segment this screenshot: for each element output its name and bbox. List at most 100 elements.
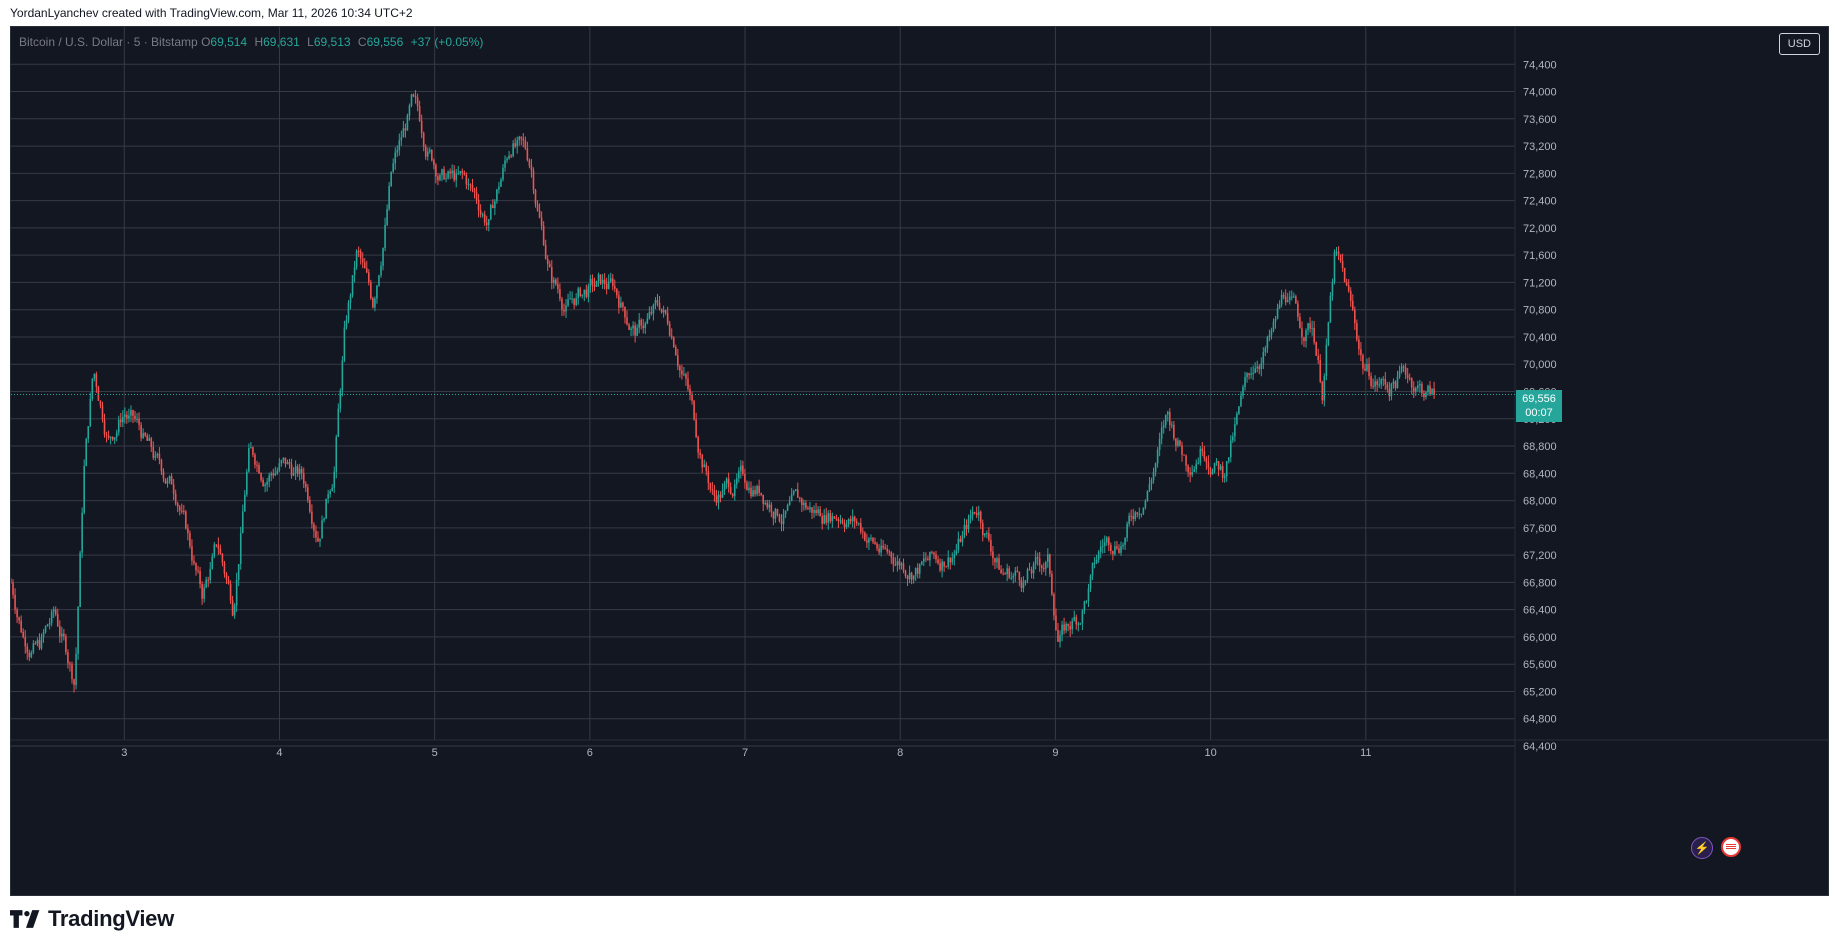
candle-body <box>906 575 909 580</box>
candle-body <box>185 511 187 529</box>
candle-body <box>565 305 567 312</box>
candle-body <box>48 623 51 625</box>
candle <box>847 518 850 528</box>
candle <box>918 563 921 579</box>
candle <box>1093 557 1096 569</box>
candle-body <box>599 274 602 284</box>
candle <box>1311 320 1313 336</box>
candle-body <box>1406 374 1409 379</box>
lightning-icon[interactable]: ⚡ <box>1691 837 1713 859</box>
candle <box>597 272 600 287</box>
candle-body <box>1036 557 1039 559</box>
candle <box>1183 454 1185 456</box>
candle-body <box>65 636 67 653</box>
candle-body <box>882 545 884 548</box>
candle-body <box>536 204 539 211</box>
candle-body <box>1402 366 1405 368</box>
candle-body <box>288 462 291 465</box>
candle-body <box>1238 406 1240 414</box>
candle <box>910 571 913 585</box>
candle <box>912 575 915 584</box>
candle <box>618 290 620 314</box>
candle <box>398 133 401 156</box>
y-tick-label: 72,000 <box>1523 223 1557 235</box>
candle-body <box>168 476 171 481</box>
candle-body <box>1203 451 1206 459</box>
currency-button[interactable]: USD <box>1778 33 1820 55</box>
candle <box>906 574 909 586</box>
candle-body <box>752 490 754 497</box>
us-flag-icon[interactable] <box>1721 837 1741 857</box>
candle-body <box>1063 624 1065 631</box>
candle-body <box>1081 610 1084 624</box>
candle <box>370 279 372 300</box>
candle <box>392 158 395 174</box>
candle <box>768 500 771 513</box>
candle-body <box>296 466 299 475</box>
y-tick-label: 65,200 <box>1523 686 1557 698</box>
candle <box>172 479 175 501</box>
price-chart[interactable]: 64,400 64,800 65,200 65,600 66,000 66,400 66,8… <box>11 27 1829 896</box>
candle <box>1433 381 1435 399</box>
candle <box>150 436 153 452</box>
candle <box>693 399 695 421</box>
candle-body <box>646 318 649 324</box>
candle-body <box>300 468 303 474</box>
candle-body <box>1297 303 1299 317</box>
candle <box>532 167 535 195</box>
candle <box>28 649 31 662</box>
candle-body <box>317 537 319 542</box>
chart-frame[interactable]: 64,400 64,800 65,200 65,600 66,000 66,400 66,8… <box>10 26 1829 896</box>
candle-body <box>422 133 425 147</box>
candle-body <box>1376 381 1378 385</box>
candle <box>1282 292 1285 300</box>
candle <box>1089 574 1092 593</box>
candle-body <box>607 281 610 289</box>
candle-body <box>1169 411 1171 426</box>
candle <box>805 500 807 511</box>
candle <box>882 539 884 550</box>
candle-body <box>1142 507 1145 514</box>
candle <box>1392 378 1395 389</box>
candle-body <box>740 465 742 472</box>
candle-body <box>894 564 897 566</box>
time-axis-labels: 3 4 5 6 7 8 9 10 11 <box>121 747 1371 759</box>
candle-body <box>467 184 470 186</box>
candle <box>1061 620 1063 642</box>
y-tick-label: 66,400 <box>1523 605 1557 617</box>
candle <box>1382 376 1385 387</box>
candle-body <box>947 557 950 567</box>
candle <box>898 558 901 570</box>
legend-change: +37 (+0.05%) <box>410 35 484 49</box>
candle <box>648 306 651 320</box>
candle <box>313 522 315 538</box>
candle <box>624 306 626 324</box>
candle <box>290 458 293 479</box>
candle <box>254 452 256 469</box>
candle <box>803 499 805 511</box>
candle-body <box>1000 569 1002 574</box>
candle <box>374 296 376 312</box>
candle-body <box>1193 469 1196 472</box>
candle <box>1022 576 1025 593</box>
candle-body <box>1114 546 1116 555</box>
candle-body <box>514 143 516 147</box>
candle-body <box>152 446 155 458</box>
candle <box>591 274 594 293</box>
candle-body <box>697 437 699 453</box>
candle-body <box>559 288 561 299</box>
candle-body <box>1400 366 1403 372</box>
candle-body <box>386 209 388 225</box>
candle <box>1195 459 1198 473</box>
candle <box>246 468 248 497</box>
candle <box>550 260 553 290</box>
candle-body <box>857 523 860 525</box>
candle <box>105 431 108 443</box>
vertical-grid <box>123 27 1367 740</box>
candle-body <box>996 558 998 563</box>
candle <box>437 173 439 186</box>
candle-body <box>1028 569 1031 571</box>
candle <box>451 164 453 179</box>
candle-body <box>1354 309 1356 324</box>
candle <box>1331 278 1334 301</box>
